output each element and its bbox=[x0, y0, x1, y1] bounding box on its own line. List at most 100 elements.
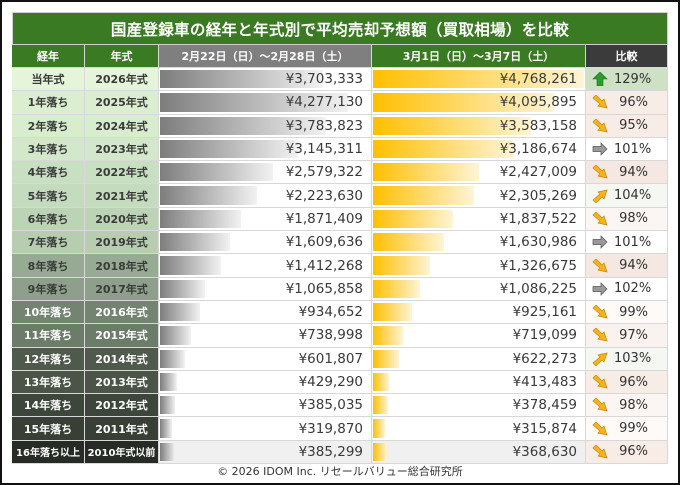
age-label: 当年式 bbox=[31, 73, 65, 87]
year-label: 2012年式 bbox=[95, 399, 148, 413]
period1-price: ¥385,035 bbox=[298, 397, 363, 414]
period2-price-cell: ¥1,837,522 bbox=[372, 207, 586, 231]
down-icon bbox=[592, 304, 608, 319]
table-row: 5年落ち 2021年式 ¥2,223,630 ¥2,305,269 104% bbox=[12, 184, 668, 208]
table-title: 国産登録車の経年と年式別で平均売却予想額（買取相場）を比較 bbox=[12, 12, 668, 45]
period2-bar bbox=[373, 442, 388, 462]
down-icon bbox=[592, 421, 608, 436]
year-cell: 2010年式以前 bbox=[85, 440, 159, 464]
compare-cell: 99% bbox=[586, 300, 668, 324]
price-comparison-table: 国産登録車の経年と年式別で平均売却予想額（買取相場）を比較 経年 年式 2月22… bbox=[12, 12, 668, 465]
table-body: 当年式 2026年式 ¥3,703,333 ¥4,768,261 129% 1年落ち 202… bbox=[12, 68, 668, 465]
compare-cell: 94% bbox=[586, 161, 668, 184]
period1-bar bbox=[160, 326, 191, 345]
compare-percent: 102% bbox=[614, 281, 652, 297]
period2-price: ¥3,583,158 bbox=[499, 117, 577, 134]
period1-price: ¥1,412,268 bbox=[285, 257, 363, 274]
period2-price: ¥925,161 bbox=[512, 304, 577, 321]
period2-price-cell: ¥1,630,986 bbox=[372, 231, 586, 254]
age-label: 8年落ち bbox=[27, 259, 69, 273]
compare-cell: 101% bbox=[586, 231, 668, 254]
year-label: 2010年式以前 bbox=[87, 448, 156, 460]
year-label: 2021年式 bbox=[95, 189, 148, 203]
period1-price: ¥2,223,630 bbox=[285, 187, 363, 204]
down-icon bbox=[592, 211, 608, 226]
period2-price: ¥368,630 bbox=[512, 443, 577, 460]
down-icon bbox=[592, 118, 608, 133]
compare-percent: 104% bbox=[614, 188, 652, 204]
compare-cell: 101% bbox=[586, 137, 668, 161]
year-cell: 2023年式 bbox=[85, 137, 159, 161]
period1-bar bbox=[160, 209, 242, 229]
table-row: 10年落ち 2016年式 ¥934,652 ¥925,161 99% bbox=[12, 300, 668, 325]
period2-bar bbox=[373, 349, 399, 368]
table-row: 16年落ち以上 2010年式以前 ¥385,299 ¥368,630 96% bbox=[12, 440, 668, 465]
period2-bar bbox=[373, 233, 444, 252]
down-icon bbox=[592, 374, 608, 389]
period2-price-cell: ¥315,874 bbox=[372, 417, 586, 440]
period2-price: ¥2,427,009 bbox=[499, 164, 577, 181]
period2-price-cell: ¥4,095,895 bbox=[372, 91, 586, 114]
table-row: 2年落ち 2024年式 ¥3,783,823 ¥3,583,158 95% bbox=[12, 114, 668, 138]
period1-price-cell: ¥3,145,311 bbox=[159, 137, 372, 161]
period1-price-cell: ¥601,807 bbox=[159, 347, 372, 370]
year-label: 2014年式 bbox=[95, 352, 148, 366]
down-icon bbox=[592, 258, 608, 273]
table-row: 9年落ち 2017年式 ¥1,065,858 ¥1,086,225 102% bbox=[12, 277, 668, 301]
period1-bar bbox=[160, 70, 323, 89]
age-label: 15年落ち bbox=[23, 422, 73, 436]
period1-price: ¥319,870 bbox=[298, 420, 363, 437]
period1-price: ¥934,652 bbox=[298, 304, 363, 321]
year-label: 2015年式 bbox=[95, 329, 148, 343]
age-label: 6年落ち bbox=[27, 212, 69, 226]
period1-price: ¥3,145,311 bbox=[285, 141, 363, 158]
up-icon bbox=[592, 71, 608, 87]
year-cell: 2015年式 bbox=[85, 324, 159, 347]
period2-price-cell: ¥1,326,675 bbox=[372, 254, 586, 277]
compare-cell: 102% bbox=[586, 277, 668, 300]
compare-percent: 95% bbox=[619, 118, 648, 134]
flat-icon bbox=[592, 235, 608, 250]
compare-cell: 103% bbox=[586, 347, 668, 370]
compare-cell: 99% bbox=[586, 417, 668, 440]
age-label: 7年落ち bbox=[27, 236, 69, 250]
period2-bar bbox=[373, 139, 514, 159]
period1-price: ¥1,609,636 bbox=[285, 234, 363, 251]
period1-bar bbox=[160, 372, 178, 392]
period2-bar bbox=[373, 256, 431, 275]
period1-price-cell: ¥1,609,636 bbox=[159, 231, 372, 254]
age-label: 14年落ち bbox=[23, 399, 73, 413]
age-cell: 4年落ち bbox=[12, 161, 85, 184]
period1-bar bbox=[160, 163, 273, 182]
period2-bar bbox=[373, 396, 388, 415]
period1-price: ¥429,290 bbox=[298, 374, 363, 390]
period2-price-cell: ¥2,305,269 bbox=[372, 184, 586, 207]
compare-percent: 101% bbox=[614, 234, 652, 250]
header-period2: 3月1日（日）～3月7日（土） bbox=[372, 45, 586, 67]
table-row: 14年落ち 2012年式 ¥385,035 ¥378,459 98% bbox=[12, 394, 668, 418]
period2-price-cell: ¥413,483 bbox=[372, 370, 586, 394]
age-label: 3年落ち bbox=[27, 143, 69, 157]
age-label: 5年落ち bbox=[27, 189, 69, 203]
age-cell: 11年落ち bbox=[12, 324, 85, 347]
age-cell: 15年落ち bbox=[12, 417, 85, 440]
period2-price: ¥315,874 bbox=[512, 420, 577, 437]
table-row: 15年落ち 2011年式 ¥319,870 ¥315,874 99% bbox=[12, 417, 668, 441]
year-label: 2017年式 bbox=[95, 282, 148, 296]
year-label: 2016年式 bbox=[95, 306, 148, 320]
table-row: 4年落ち 2022年式 ¥2,579,322 ¥2,427,009 94% bbox=[12, 161, 668, 185]
year-label: 2013年式 bbox=[95, 376, 148, 389]
period1-bar bbox=[160, 186, 257, 205]
period2-bar bbox=[373, 279, 420, 298]
period1-price-cell: ¥1,412,268 bbox=[159, 254, 372, 277]
period1-price: ¥2,579,322 bbox=[285, 164, 363, 181]
period2-price-cell: ¥4,768,261 bbox=[372, 68, 586, 91]
period2-price-cell: ¥622,273 bbox=[372, 347, 586, 370]
age-label: 12年落ち bbox=[23, 352, 73, 366]
period2-bar bbox=[373, 116, 532, 135]
table-row: 1年落ち 2025年式 ¥4,277,130 ¥4,095,895 96% bbox=[12, 91, 668, 115]
period1-price-cell: ¥2,223,630 bbox=[159, 184, 372, 207]
period1-bar bbox=[160, 233, 230, 252]
compare-percent: 101% bbox=[614, 141, 652, 157]
period1-price: ¥1,871,409 bbox=[285, 210, 363, 227]
